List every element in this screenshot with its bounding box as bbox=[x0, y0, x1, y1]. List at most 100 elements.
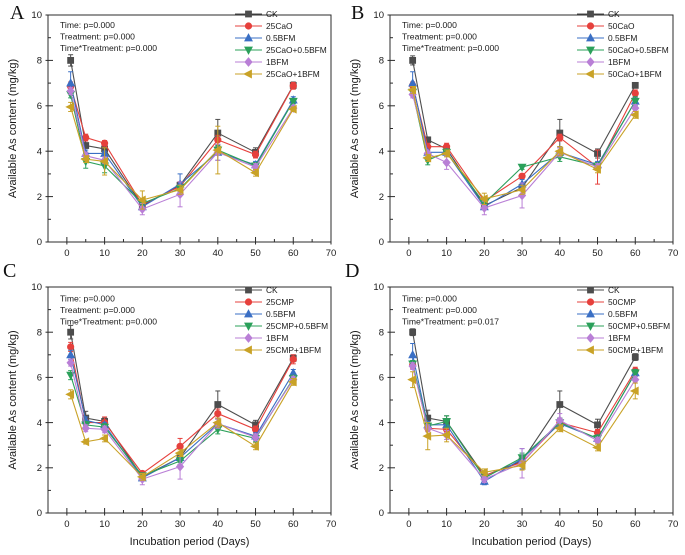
x-tick-label: 60 bbox=[288, 519, 299, 530]
y-tick-label: 10 bbox=[31, 10, 42, 21]
legend-label: 50CaO+1BFM bbox=[608, 69, 662, 79]
x-axis: 0 10 20 30 40 50 60 70 bbox=[47, 508, 337, 530]
y-tick-label: 8 bbox=[379, 56, 384, 67]
stats-annotation: Time*Treatment: p=0.000 bbox=[60, 317, 157, 327]
legend-label: CK bbox=[266, 9, 278, 19]
legend-item: CK bbox=[235, 9, 278, 19]
stats-annotation: Time: p=0.000 bbox=[60, 20, 115, 30]
y-tick-label: 2 bbox=[379, 192, 384, 203]
triangle-left-marker bbox=[478, 194, 488, 204]
y-axis-title: Available As content (mg/kg) bbox=[7, 59, 19, 198]
series-line bbox=[412, 332, 636, 477]
x-axis-title: Incubation period (Days) bbox=[130, 536, 250, 548]
legend-item: CK bbox=[577, 285, 620, 295]
legend-label: 0.5BFM bbox=[266, 309, 295, 319]
x-tick-label: 30 bbox=[517, 519, 528, 530]
legend-label: 1BFM bbox=[608, 57, 630, 67]
triangle-left-marker bbox=[212, 418, 222, 428]
legend-triangle-down-icon bbox=[244, 322, 253, 331]
legend-item: 50CMP bbox=[577, 297, 636, 307]
legend-item: CK bbox=[577, 9, 620, 19]
y-axis-title: Available As content (mg/kg) bbox=[349, 59, 361, 198]
triangle-left-marker bbox=[136, 195, 146, 205]
x-tick-label: 20 bbox=[137, 248, 148, 259]
diamond-marker bbox=[408, 361, 417, 371]
square-marker bbox=[409, 328, 417, 336]
stats-annotation: Treatment: p=0.000 bbox=[60, 305, 135, 315]
panel-label-c: C bbox=[3, 260, 17, 282]
circle-marker bbox=[251, 151, 260, 159]
circle-marker bbox=[67, 343, 75, 351]
legend-item: 50CaO bbox=[577, 21, 635, 31]
x-tick-label: 60 bbox=[288, 248, 299, 259]
x-tick-label: 50 bbox=[592, 519, 603, 530]
legend-item: 0.5BFM bbox=[235, 33, 295, 43]
x-tick-label: 20 bbox=[479, 248, 490, 259]
triangle-left-marker bbox=[250, 168, 259, 178]
legend-label: CK bbox=[266, 285, 278, 295]
legend-triangle-down-icon bbox=[586, 322, 595, 331]
x-tick-label: 10 bbox=[441, 519, 452, 530]
series-line bbox=[70, 374, 294, 477]
circle-marker bbox=[82, 133, 90, 142]
x-tick-label: 50 bbox=[250, 248, 261, 259]
legend-triangle-left-icon bbox=[585, 69, 594, 79]
triangle-left-marker bbox=[422, 153, 432, 163]
stats-annotation: Time: p=0.000 bbox=[402, 294, 457, 304]
x-tick-label: 10 bbox=[441, 248, 452, 259]
stats-annotation: Treatment: p=0.000 bbox=[402, 305, 477, 315]
legend: CK 25CaO 0.5BFM 25CaO+0.5BFM 1BFM 25CaO+1BFM bbox=[235, 9, 327, 79]
diamond-marker bbox=[442, 157, 451, 168]
x-tick-label: 0 bbox=[64, 519, 69, 530]
square-marker bbox=[67, 328, 75, 336]
stats-annotation: Time*Treatment: p=0.000 bbox=[60, 43, 157, 53]
triangle-down-marker bbox=[66, 371, 76, 380]
triangle-left-marker bbox=[136, 472, 146, 482]
legend-item: 0.5BFM bbox=[235, 309, 295, 319]
y-tick-label: 0 bbox=[379, 237, 384, 248]
triangle-left-marker bbox=[441, 149, 450, 158]
legend-label: 25CaO+1BFM bbox=[266, 69, 320, 79]
triangle-left-marker bbox=[629, 386, 639, 396]
circle-marker bbox=[289, 355, 297, 363]
triangle-left-marker bbox=[592, 164, 601, 174]
square-marker bbox=[82, 142, 90, 149]
x-tick-label: 50 bbox=[592, 248, 603, 259]
panel-label-d: D bbox=[345, 260, 360, 282]
x-axis-title: Incubation period (Days) bbox=[472, 536, 592, 548]
stats-annotation: Time: p=0.000 bbox=[402, 20, 457, 30]
triangle-left-marker bbox=[65, 389, 75, 399]
square-marker bbox=[214, 401, 222, 408]
legend-item: 50CaO+0.5BFM bbox=[577, 45, 669, 55]
square-marker bbox=[631, 353, 639, 361]
legend-label: CK bbox=[608, 285, 620, 295]
x-tick-label: 20 bbox=[137, 519, 148, 530]
x-tick-label: 60 bbox=[630, 248, 641, 259]
triangle-left-marker bbox=[554, 423, 564, 433]
legend-item: 50CaO+1BFM bbox=[577, 69, 662, 79]
legend-label: 0.5BFM bbox=[608, 309, 637, 319]
legend-circle-icon bbox=[244, 22, 253, 30]
legend-item: 50CMP+0.5BFM bbox=[577, 321, 670, 331]
x-axis: 0 10 20 30 40 50 60 70 bbox=[47, 237, 336, 259]
y-tick-label: 8 bbox=[37, 56, 42, 67]
x-tick-label: 70 bbox=[326, 519, 337, 530]
legend-circle-icon bbox=[586, 22, 595, 30]
stats-annotation: Time*Treatment: p=0.017 bbox=[402, 317, 499, 327]
circle-marker bbox=[289, 82, 297, 90]
x-tick-label: 40 bbox=[555, 248, 566, 259]
series-line bbox=[412, 363, 636, 479]
square-marker bbox=[556, 401, 564, 408]
legend-item: 25CaO+1BFM bbox=[235, 69, 320, 79]
legend-label: 1BFM bbox=[266, 333, 288, 343]
legend-triangle-left-icon bbox=[585, 345, 594, 355]
legend: CK 25CMP 0.5BFM 25CMP+0.5BFM 1BFM 25CMP+1BFM bbox=[235, 285, 328, 355]
triangle-left-marker bbox=[287, 104, 297, 114]
legend: CK 50CaO 0.5BFM 50CaO+0.5BFM 1BFM 50CaO+1BFM bbox=[577, 9, 669, 79]
diamond-marker bbox=[251, 432, 260, 443]
legend-label: 50CaO bbox=[608, 21, 635, 31]
y-tick-label: 0 bbox=[37, 508, 42, 519]
triangle-left-marker bbox=[212, 145, 222, 155]
triangle-left-marker bbox=[65, 102, 75, 112]
